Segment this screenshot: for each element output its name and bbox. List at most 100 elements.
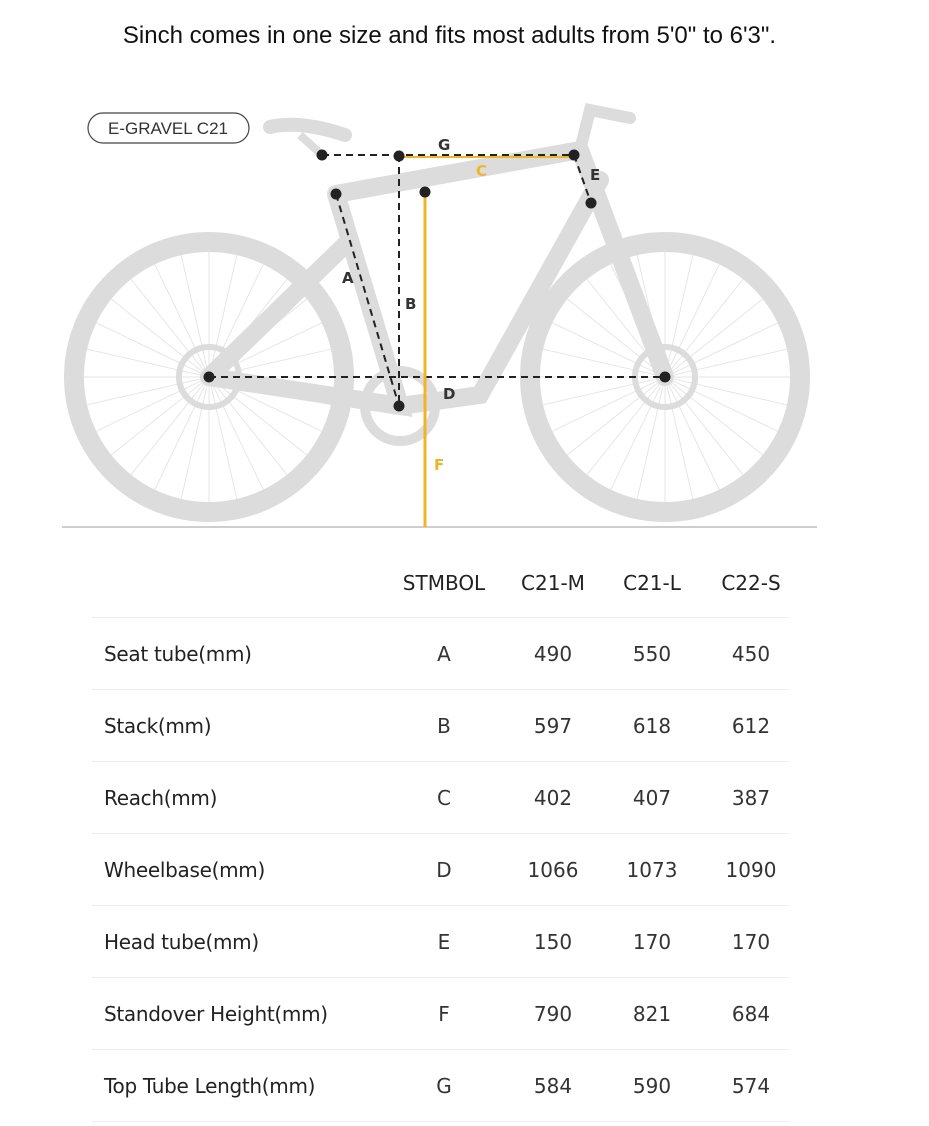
- wheel-spoke: [586, 376, 666, 476]
- table-row: Top Tube Length(mm) G 584 590 574: [92, 1050, 790, 1122]
- wheel-spoke: [664, 376, 778, 432]
- wheel-spoke: [543, 348, 666, 378]
- table-row: Standover Height(mm) F 790 821 684: [92, 978, 790, 1050]
- value-c22-s: 612: [731, 713, 771, 738]
- wheel-spoke: [154, 376, 210, 490]
- marker-g: G: [438, 136, 450, 154]
- wheel-spoke: [130, 376, 210, 476]
- row-label: Reach(mm): [104, 785, 218, 810]
- value-c21-m: 1066: [527, 857, 579, 882]
- model-label: E-GRAVEL C21: [108, 119, 228, 138]
- wheel-spoke: [664, 376, 764, 456]
- bike-silhouette: [64, 102, 810, 522]
- wheel-spoke: [87, 348, 210, 378]
- row-symbol: B: [437, 713, 451, 738]
- value-c21-l: 550: [632, 641, 672, 666]
- wheel-spoke: [110, 376, 210, 456]
- marker-d: D: [443, 385, 455, 403]
- row-label: Wheelbase(mm): [104, 857, 265, 882]
- wheel-spoke: [566, 376, 666, 456]
- wheel-spoke: [154, 264, 210, 378]
- marker-b: B: [405, 295, 416, 313]
- value-c21-m: 490: [533, 641, 573, 666]
- value-c22-s: 450: [731, 641, 771, 666]
- marker-e: E: [590, 166, 600, 184]
- row-label: Head tube(mm): [104, 929, 259, 954]
- table-row: Wheelbase(mm) D 1066 1073 1090: [92, 834, 790, 906]
- row-label: Standover Height(mm): [104, 1001, 328, 1026]
- value-c21-l: 590: [632, 1073, 672, 1098]
- fit-caption: Sinch comes in one size and fits most ad…: [122, 22, 777, 49]
- wheel-spoke: [96, 376, 210, 432]
- wheel-spoke: [664, 264, 720, 378]
- row-symbol: C: [437, 785, 451, 810]
- value-c22-s: 684: [731, 1001, 771, 1026]
- wheel-spoke: [664, 376, 694, 499]
- header-c22-s: C22-S: [721, 570, 781, 595]
- row-label: Stack(mm): [104, 713, 212, 738]
- row-symbol: A: [437, 641, 451, 666]
- seat: [263, 117, 352, 142]
- front-wheel: [520, 232, 810, 522]
- wheel-spoke: [664, 278, 744, 378]
- row-symbol: E: [437, 929, 451, 954]
- value-c21-l: 821: [632, 1001, 672, 1026]
- marker-f: F: [434, 456, 444, 474]
- value-c21-l: 618: [632, 713, 672, 738]
- geometry-table: STMBOL C21-M C21-L C22-S Seat tube(mm) A 4…: [92, 548, 790, 1122]
- highlight-lines: [399, 156, 574, 527]
- row-symbol: G: [436, 1073, 452, 1098]
- table-header: STMBOL C21-M C21-L C22-S: [92, 548, 790, 618]
- value-c21-l: 1073: [626, 857, 678, 882]
- header-c21-m: C21-M: [521, 570, 585, 595]
- marker-a: A: [342, 269, 354, 287]
- wheel-spoke: [208, 376, 288, 476]
- wheel-spoke: [110, 298, 210, 378]
- wheel-spoke: [664, 255, 694, 378]
- wheel-spoke: [208, 255, 238, 378]
- wheel-spoke: [180, 255, 210, 378]
- wheel-spoke: [87, 376, 210, 406]
- row-label: Top Tube Length(mm): [104, 1073, 316, 1098]
- row-symbol: D: [436, 857, 452, 882]
- wheel-spoke: [96, 322, 210, 378]
- wheel-spoke: [664, 322, 778, 378]
- wheel-spoke: [664, 298, 764, 378]
- value-c21-l: 170: [632, 929, 672, 954]
- row-symbol: F: [438, 1001, 450, 1026]
- wheel-spoke: [664, 348, 787, 378]
- value-c22-s: 387: [731, 785, 771, 810]
- value-c21-m: 584: [533, 1073, 573, 1098]
- value-c21-m: 150: [533, 929, 573, 954]
- value-c21-l: 407: [632, 785, 672, 810]
- wheel-spoke: [130, 278, 210, 378]
- wheel-spoke: [664, 376, 744, 476]
- table-row: Head tube(mm) E 150 170 170: [92, 906, 790, 978]
- wheel-spoke: [552, 376, 666, 432]
- table-row: Seat tube(mm) A 490 550 450: [92, 618, 790, 690]
- wheel-spoke: [664, 376, 787, 406]
- value-c22-s: 574: [731, 1073, 771, 1098]
- measure-points: [203, 149, 671, 412]
- marker-c: C: [476, 162, 487, 180]
- header-c21-l: C21-L: [623, 570, 681, 595]
- value-c21-m: 402: [533, 785, 573, 810]
- handlebar: [574, 102, 636, 156]
- wheel-spoke: [566, 298, 666, 378]
- header-symbol: STMBOL: [402, 570, 486, 595]
- value-c22-s: 1090: [725, 857, 777, 882]
- value-c22-s: 170: [731, 929, 771, 954]
- wheel-spoke: [208, 376, 238, 499]
- bike-geometry-diagram: A B C D E F G E-GRAVEL C21: [62, 102, 817, 528]
- frame: [200, 141, 674, 418]
- dimension-lines: [209, 154, 665, 407]
- wheel-spoke: [180, 376, 210, 499]
- wheel-spoke: [543, 376, 666, 406]
- value-c21-m: 790: [533, 1001, 573, 1026]
- wheel-spoke: [552, 322, 666, 378]
- table-row: Reach(mm) C 402 407 387: [92, 762, 790, 834]
- wheel-spoke: [636, 376, 666, 499]
- wheel-spoke: [610, 376, 666, 490]
- wheel-spoke: [208, 376, 264, 490]
- value-c21-m: 597: [533, 713, 573, 738]
